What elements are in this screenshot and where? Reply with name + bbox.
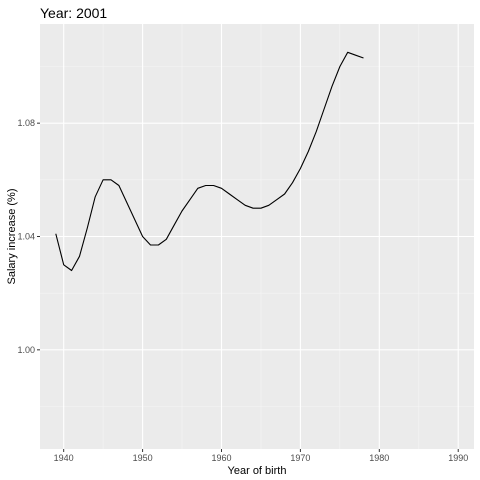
x-tick-label: 1990 [448,453,468,463]
x-tick-label: 1950 [133,453,153,463]
y-axis: 1.00 1.04 1.08 [17,118,40,355]
y-axis-title: Salary increase (%) [6,189,18,285]
y-tick-label: 1.04 [17,232,35,242]
x-tick-label: 1940 [54,453,74,463]
series-line [55,51,364,272]
x-tick-label: 1960 [211,453,231,463]
x-axis-title: Year of birth [228,465,287,477]
x-tick-label: 1970 [290,453,310,463]
y-tick-label: 1.00 [17,345,35,355]
y-tick-label: 1.08 [17,118,35,128]
series-layer [55,51,364,272]
x-axis: 1940 1950 1960 1970 1980 1990 [54,449,468,463]
x-tick-label: 1980 [369,453,389,463]
chart-title: Year: 2001 [40,5,107,21]
